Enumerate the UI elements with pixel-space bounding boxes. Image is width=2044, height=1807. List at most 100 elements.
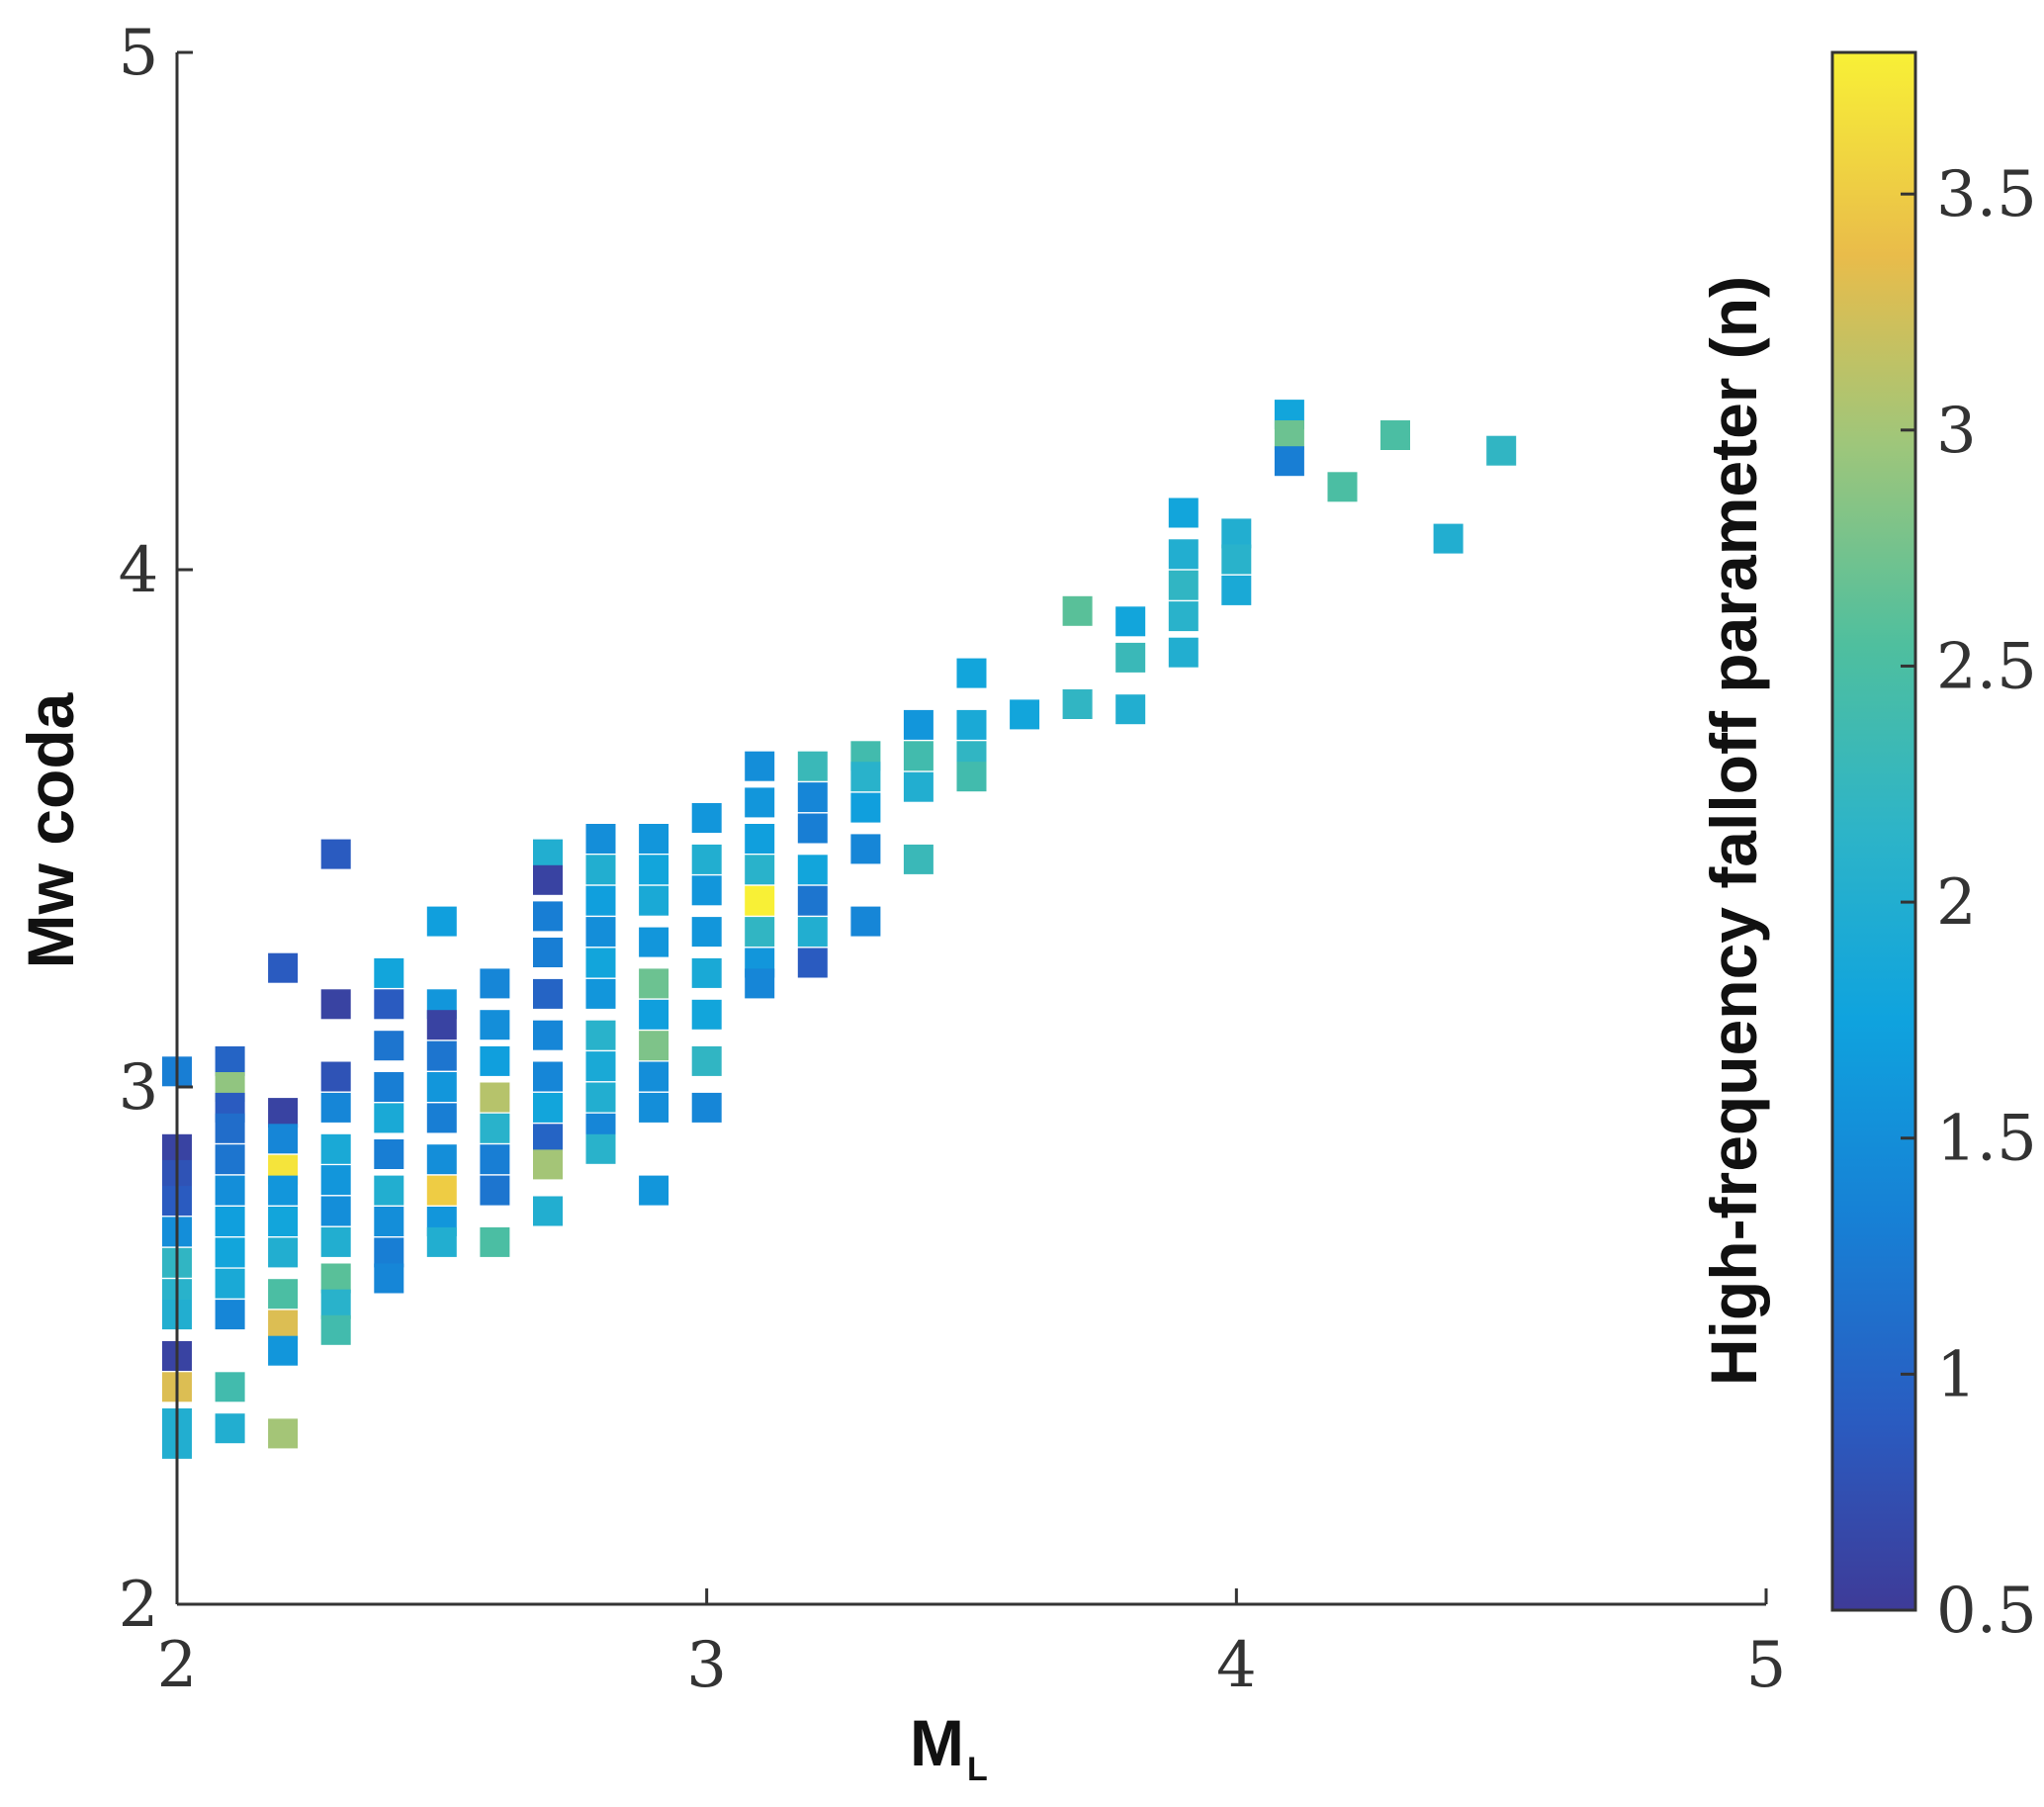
data-point	[691, 957, 722, 988]
data-point	[374, 1207, 404, 1236]
data-point	[1115, 606, 1146, 637]
data-point	[215, 1144, 245, 1175]
data-point	[691, 1092, 722, 1123]
data-point	[426, 1175, 457, 1206]
data-point	[268, 1207, 299, 1236]
data-point	[1327, 472, 1358, 502]
data-point	[533, 839, 563, 869]
data-point	[320, 1133, 351, 1164]
data-point	[956, 709, 987, 740]
data-point	[1486, 435, 1517, 466]
data-point	[745, 824, 775, 854]
data-point	[903, 709, 933, 740]
data-point	[691, 803, 722, 833]
colorbar-tick-label: 1.5	[1936, 1103, 2037, 1176]
data-point	[1168, 637, 1199, 668]
data-point	[639, 927, 669, 957]
data-point	[268, 1335, 299, 1366]
data-point	[1168, 539, 1199, 570]
axes: 2 3 4 5 2 3 4 5	[119, 17, 1787, 1702]
data-point	[1062, 595, 1093, 626]
data-point	[215, 1300, 245, 1330]
data-point	[533, 1149, 563, 1180]
data-point	[215, 1237, 245, 1268]
data-point	[745, 885, 775, 916]
colorbar-tick-label: 2	[1936, 866, 1977, 940]
data-point	[691, 917, 722, 948]
data-point	[1010, 699, 1040, 730]
data-point	[585, 824, 616, 854]
data-point	[268, 1310, 299, 1340]
data-point	[374, 1031, 404, 1061]
data-point	[533, 864, 563, 895]
data-point	[797, 948, 828, 978]
data-point	[745, 917, 775, 948]
data-point	[585, 948, 616, 978]
data-point	[585, 1020, 616, 1050]
data-point	[215, 1372, 245, 1402]
data-point	[480, 1082, 510, 1113]
colorbar-tick-label: 3	[1936, 395, 1977, 468]
data-point	[1062, 689, 1093, 719]
data-point	[533, 1196, 563, 1226]
data-point	[745, 968, 775, 999]
data-point	[797, 885, 828, 916]
data-point	[903, 741, 933, 771]
data-point	[639, 968, 669, 999]
data-point	[1115, 694, 1146, 725]
data-point	[585, 917, 616, 948]
data-point	[533, 938, 563, 967]
data-point	[745, 787, 775, 818]
x-tick-label: 4	[1216, 1629, 1257, 1702]
data-point	[480, 1113, 510, 1143]
data-point	[1115, 642, 1146, 673]
data-point	[426, 1040, 457, 1071]
data-point	[533, 1020, 563, 1050]
data-point	[585, 885, 616, 916]
data-point	[797, 751, 828, 781]
data-point	[639, 1031, 669, 1061]
colorbar-tick-label: 3.5	[1936, 158, 2037, 231]
data-point	[639, 999, 669, 1030]
colorbar-ticks: 0.5 1 1.5 2 2.5 3 3.5	[1901, 158, 2037, 1648]
colorbar-tick-label: 2.5	[1936, 630, 2037, 703]
data-point	[1221, 575, 1252, 605]
data-point	[745, 855, 775, 885]
data-point	[320, 1061, 351, 1092]
data-point	[320, 1263, 351, 1294]
data-point	[639, 1175, 669, 1206]
x-tick-label: 5	[1746, 1629, 1787, 1702]
data-point	[797, 813, 828, 844]
colorbar	[1830, 50, 1917, 1612]
data-point	[480, 1175, 510, 1206]
data-point	[850, 792, 881, 823]
y-tick-label: 5	[119, 17, 159, 90]
data-point	[215, 1045, 245, 1076]
data-point	[426, 1072, 457, 1102]
data-point	[691, 875, 722, 906]
data-point	[1221, 544, 1252, 575]
data-point	[215, 1175, 245, 1206]
data-point	[533, 978, 563, 1009]
data-point	[374, 1263, 404, 1294]
data-point	[268, 952, 299, 983]
data-point	[745, 751, 775, 781]
data-point	[585, 1133, 616, 1164]
data-point	[374, 1103, 404, 1133]
y-tick-label: 2	[119, 1569, 159, 1642]
data-point	[585, 855, 616, 885]
data-point	[268, 1237, 299, 1268]
data-point	[320, 1226, 351, 1257]
data-point	[639, 1061, 669, 1092]
data-point	[850, 834, 881, 864]
data-point	[480, 1010, 510, 1040]
data-point	[1274, 446, 1304, 477]
x-axis-title: M	[910, 1706, 964, 1779]
data-point	[533, 1061, 563, 1092]
data-point	[850, 906, 881, 937]
data-point	[639, 885, 669, 916]
data-point	[956, 762, 987, 792]
data-point	[320, 1092, 351, 1123]
data-point	[850, 762, 881, 792]
